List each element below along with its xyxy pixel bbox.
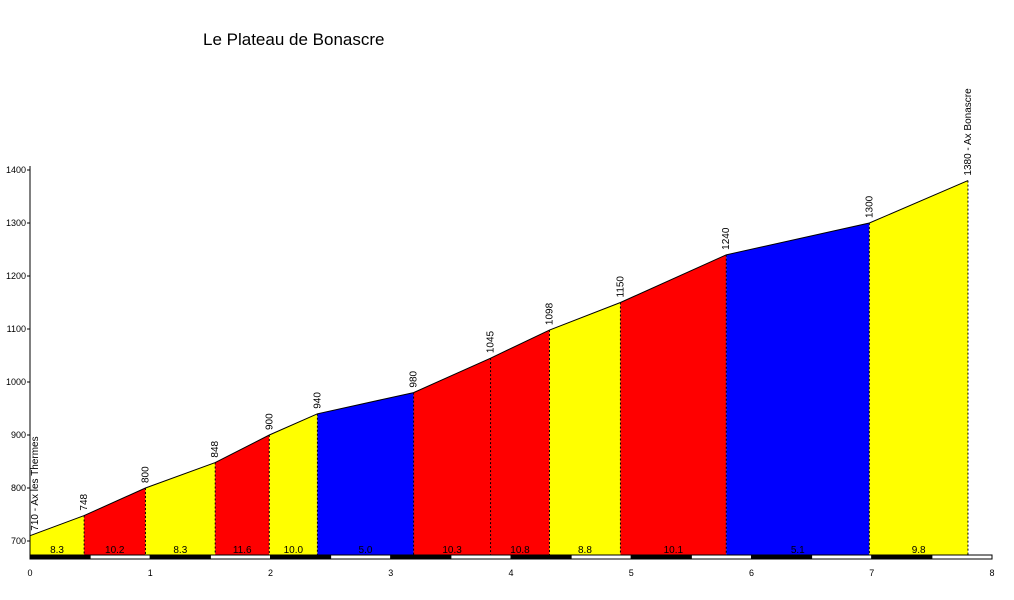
gradient-label-6: 5.0 [359, 545, 373, 556]
scale-bar-block-14 [811, 554, 873, 560]
segment-6 [317, 392, 414, 555]
y-tick-label-1300: 1300 [6, 218, 26, 228]
scale-bar-block-1 [29, 554, 91, 560]
y-tick-label-700: 700 [11, 536, 26, 546]
y-tick-label-1100: 1100 [7, 324, 26, 334]
altitude-label-6: 940 [312, 392, 323, 409]
gradient-label-5: 10.0 [284, 545, 304, 556]
profile-line [29, 180, 969, 537]
scale-bar-block-16 [931, 554, 993, 560]
distance-scale-bar [29, 554, 993, 560]
gradient-labels: 8.3 10.2 8.3 11.6 10.0 5.0 10.3 10.8 8.8 10.1 5.1 9… [50, 545, 926, 556]
scale-bar-block-15 [871, 554, 933, 560]
altitude-label-3: 800 [140, 466, 151, 483]
altitude-label-5: 900 [264, 413, 275, 430]
altitude-label-7: 980 [409, 370, 420, 387]
gradient-label-8: 10.8 [510, 545, 530, 556]
altitude-label-13: 1380 - Ax Bonascre [963, 88, 974, 176]
altitude-label-10: 1150 [615, 276, 626, 298]
scale-bar-block-10 [570, 554, 632, 560]
x-tick-label-0: 0 [27, 568, 32, 578]
x-tick-label-4: 4 [508, 568, 513, 578]
segment-5 [269, 413, 318, 555]
altitude-label-4: 848 [210, 440, 221, 457]
y-tick-label-1400: 1400 [6, 165, 26, 175]
segment-dividers [83, 180, 969, 555]
altitude-label-11: 1240 [721, 227, 732, 250]
segment-1 [30, 515, 85, 555]
altitude-label-1: 710 - Ax les Thermes [30, 436, 41, 530]
y-tick-label-1200: 1200 [6, 271, 26, 281]
scale-bar-block-5 [270, 554, 332, 560]
y-tick-label-800: 800 [11, 483, 26, 493]
gradient-label-1: 8.3 [50, 545, 64, 556]
scale-bar-block-8 [450, 554, 512, 560]
scale-bar-block-11 [630, 554, 692, 560]
segment-7 [413, 358, 491, 555]
profile-line-group [29, 180, 969, 537]
scale-bar-block-13 [751, 554, 813, 560]
altitude-label-12: 1300 [864, 195, 875, 218]
altitude-label-2: 748 [79, 493, 90, 510]
gradient-label-9: 8.8 [578, 545, 592, 556]
scale-bar-block-12 [690, 554, 752, 560]
chart-title: Le Plateau de Bonascre [203, 30, 385, 49]
scale-bar-block-4 [209, 554, 271, 560]
scale-bar-block-2 [89, 554, 151, 560]
x-tick-label-7: 7 [869, 568, 874, 578]
gradient-label-2: 10.2 [105, 545, 125, 556]
y-tick-label-1000: 1000 [6, 377, 26, 387]
segment-12 [869, 180, 968, 555]
x-tick-label-5: 5 [629, 568, 634, 578]
scale-bar-block-9 [510, 554, 572, 560]
gradient-label-12: 9.8 [912, 545, 926, 556]
segment-8 [490, 330, 550, 555]
segment-2 [84, 488, 146, 555]
gradient-label-11: 5.1 [791, 545, 805, 556]
axes [27, 166, 31, 555]
gradient-label-7: 10.3 [442, 545, 462, 556]
segment-10 [620, 254, 727, 556]
segment-4 [215, 435, 270, 555]
altitude-labels: 710 - Ax les Thermes 748 800 848 900 940 980 10… [30, 88, 974, 531]
segment-9 [549, 302, 621, 555]
gradient-segments [30, 180, 968, 556]
segment-3 [145, 462, 216, 555]
altitude-label-9: 1098 [544, 302, 555, 325]
gradient-label-10: 10.1 [664, 545, 684, 556]
tick-labels: 700 800 900 1000 1100 1200 1300 1400 0 1 2 3 4 5 6 7 8 [6, 165, 995, 578]
segment-11 [726, 223, 870, 555]
x-tick-label-1: 1 [148, 568, 153, 578]
scale-bar-block-6 [330, 554, 392, 560]
scale-bar-block-7 [390, 554, 452, 560]
x-tick-label-6: 6 [749, 568, 754, 578]
gradient-label-4: 11.6 [233, 545, 252, 556]
altitude-label-8: 1045 [486, 330, 497, 353]
y-tick-label-900: 900 [11, 430, 26, 440]
scale-bar-block-3 [149, 554, 211, 560]
x-tick-label-2: 2 [268, 568, 273, 578]
x-tick-label-8: 8 [989, 568, 994, 578]
x-tick-label-3: 3 [388, 568, 393, 578]
gradient-label-3: 8.3 [173, 545, 187, 556]
